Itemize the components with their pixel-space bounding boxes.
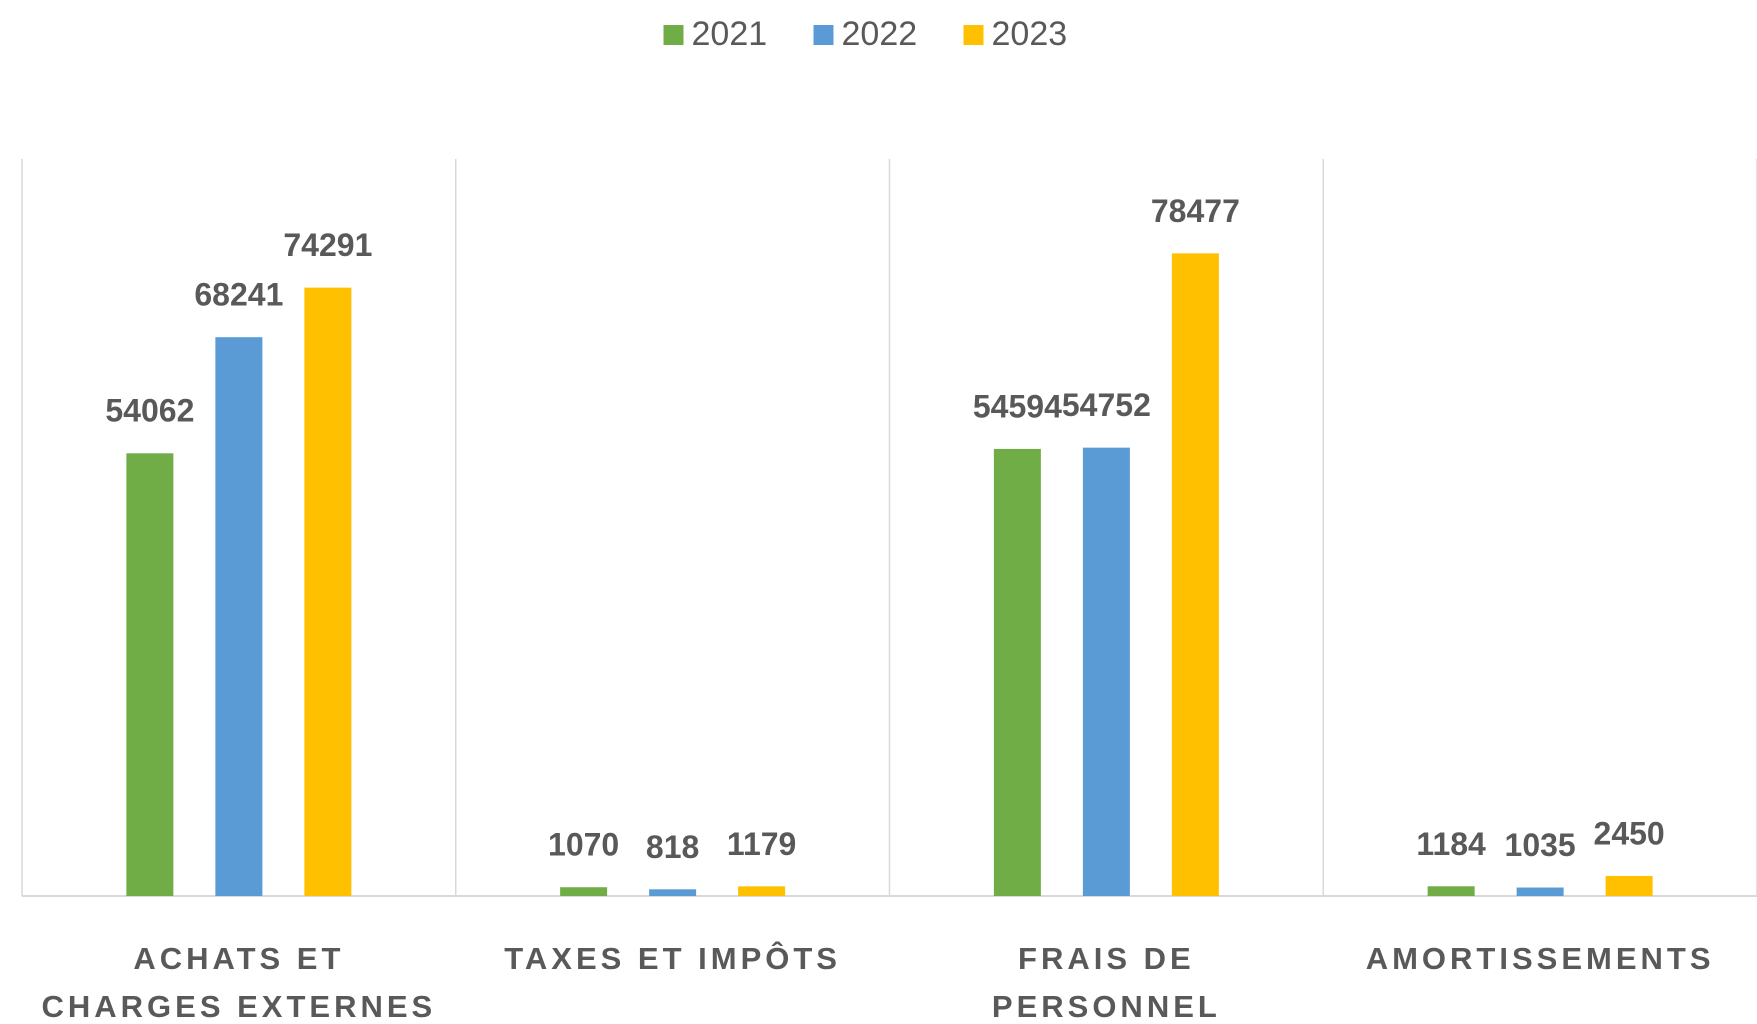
bar — [993, 448, 1041, 896]
x-tick-label: AMORTISSEMENTS — [1365, 941, 1715, 976]
bar — [304, 287, 352, 896]
bar — [1516, 887, 1564, 896]
bar — [560, 887, 608, 896]
bar — [215, 337, 263, 897]
x-tick-label: FRAIS DE PERSONNEL — [991, 941, 1221, 1024]
bar — [1171, 253, 1219, 896]
bar — [1605, 875, 1653, 896]
data-label: 1035 — [1505, 827, 1576, 863]
data-label: 78477 — [1151, 193, 1240, 229]
data-label: 1179 — [727, 826, 796, 862]
legend-swatch — [813, 25, 834, 45]
data-label: 1184 — [1416, 826, 1486, 862]
data-label: 818 — [646, 829, 699, 865]
legend-label: 2022 — [842, 15, 918, 53]
data-label: 74291 — [283, 227, 372, 263]
x-tick-label: TAXES ET IMPÔTS — [504, 941, 841, 976]
bar — [126, 453, 174, 896]
data-label: 54594 — [973, 388, 1062, 424]
data-label: 68241 — [194, 277, 283, 313]
legend-swatch — [963, 25, 984, 45]
legend-label: 2021 — [692, 15, 768, 53]
legend-swatch — [663, 25, 684, 45]
bar — [1082, 447, 1130, 896]
legend-label: 2023 — [992, 15, 1068, 53]
data-label: 1070 — [548, 827, 619, 863]
bar — [738, 886, 786, 896]
data-label: 2450 — [1594, 815, 1665, 851]
bar — [1427, 886, 1475, 896]
data-label: 54752 — [1062, 387, 1151, 423]
x-tick-label: ACHATS ET CHARGES EXTERNES — [41, 941, 437, 1024]
bar — [649, 889, 697, 896]
data-label: 54062 — [105, 393, 194, 429]
